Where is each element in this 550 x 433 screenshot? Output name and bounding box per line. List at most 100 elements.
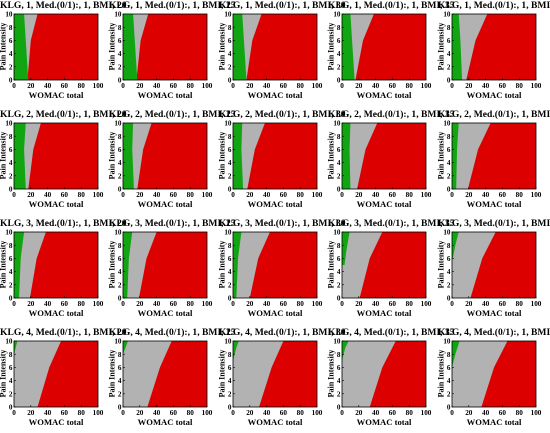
plot-frame — [13, 340, 99, 408]
x-tick-label: 40 — [153, 409, 161, 417]
x-tick-label: 0 — [231, 409, 235, 417]
x-tick-label: 80 — [78, 300, 86, 308]
y-tick-label: 4 — [337, 159, 341, 167]
y-tick-label: 2 — [228, 390, 232, 398]
plot-frame — [451, 122, 537, 190]
panel-title: KLG, 2, Med.(0/1):, 1, BMI, 35 — [328, 109, 455, 120]
x-tick-label: 40 — [44, 191, 52, 199]
y-tick-label: 6 — [228, 364, 232, 372]
x-tick-label: 40 — [372, 409, 380, 417]
x-tick-label: 80 — [406, 300, 414, 308]
plot-frame — [451, 231, 537, 299]
y-tick-label: 4 — [228, 268, 232, 276]
y-tick-label: 6 — [9, 255, 13, 263]
y-tick-label: 6 — [447, 255, 451, 263]
x-tick-label: 80 — [516, 409, 524, 417]
panel-title: KLG, 3, Med.(0/1):, 1, BMI, 20 — [0, 218, 127, 229]
chart-panel: KLG, 4, Med.(0/1):, 1, BMI, 30 Pain Inten… — [218, 327, 346, 433]
x-tick-label: 0 — [340, 300, 344, 308]
y-tick-label: 2 — [9, 281, 13, 289]
y-tick-label: 6 — [118, 364, 122, 372]
x-axis-label: WOMAC total — [466, 417, 522, 427]
x-tick-label: 40 — [263, 82, 271, 90]
y-tick-label: 10 — [443, 229, 451, 237]
y-tick-label: 8 — [228, 351, 232, 359]
y-tick-label: 0 — [337, 186, 341, 194]
x-tick-label: 0 — [12, 191, 16, 199]
plot-frame — [122, 13, 208, 81]
x-tick-label: 40 — [263, 409, 271, 417]
plot-frame — [232, 122, 318, 190]
y-tick-label: 0 — [9, 186, 13, 194]
y-tick-label: 6 — [228, 37, 232, 45]
panel-title: KLG, 1, Med.(0/1):, 1, BMI, 20 — [0, 0, 127, 11]
gray-region — [14, 341, 62, 407]
y-tick-label: 0 — [9, 77, 13, 85]
x-tick-label: 60 — [280, 191, 288, 199]
chart-panel: KLG, 1, Med.(0/1):, 1, BMI, 30 Pain Inten… — [218, 0, 346, 106]
x-tick-label: 0 — [340, 82, 344, 90]
plot-frame — [232, 13, 318, 81]
x-tick-label: 20 — [27, 409, 35, 417]
y-tick-label: 2 — [228, 63, 232, 71]
y-tick-label: 8 — [447, 242, 451, 250]
x-tick-label: 40 — [372, 191, 380, 199]
green-region — [123, 123, 134, 189]
x-tick-label: 40 — [153, 82, 161, 90]
green-region — [342, 14, 355, 80]
y-tick-label: 0 — [447, 404, 451, 412]
plot-frame — [341, 13, 427, 81]
green-region — [123, 341, 129, 407]
x-tick-label: 100 — [202, 82, 213, 90]
x-axis-label: WOMAC total — [356, 308, 412, 318]
y-tick-label: 10 — [333, 338, 341, 346]
x-axis-label: WOMAC total — [356, 90, 412, 100]
panel-title: KLG, 4, Med.(0/1):, 1, BMI, 40 — [438, 327, 550, 338]
x-tick-label: 60 — [61, 191, 69, 199]
y-tick-label: 4 — [447, 377, 451, 385]
green-region — [123, 14, 138, 80]
x-tick-label: 0 — [121, 191, 125, 199]
plot-frame — [13, 122, 99, 190]
y-tick-label: 10 — [114, 229, 122, 237]
panel-title: KLG, 1, Med.(0/1):, 1, BMI, 30 — [219, 0, 346, 11]
y-tick-label: 4 — [447, 159, 451, 167]
x-tick-label: 80 — [516, 82, 524, 90]
y-tick-label: 10 — [114, 120, 122, 128]
y-tick-label: 4 — [337, 268, 341, 276]
y-tick-label: 4 — [9, 159, 13, 167]
x-tick-label: 60 — [499, 82, 507, 90]
x-tick-label: 80 — [297, 300, 305, 308]
x-tick-label: 0 — [340, 191, 344, 199]
gray-region — [233, 232, 270, 298]
x-tick-label: 60 — [389, 82, 397, 90]
x-tick-label: 60 — [389, 300, 397, 308]
y-tick-label: 6 — [337, 364, 341, 372]
x-tick-label: 0 — [121, 300, 125, 308]
y-tick-label: 6 — [337, 255, 341, 263]
plot-frame — [13, 13, 99, 81]
x-axis-label: WOMAC total — [137, 308, 193, 318]
y-tick-label: 6 — [228, 255, 232, 263]
panel-title: KLG, 3, Med.(0/1):, 1, BMI, 25 — [109, 218, 236, 229]
x-tick-label: 60 — [61, 82, 69, 90]
chart-panel: KLG, 4, Med.(0/1):, 1, BMI, 25 Pain Inten… — [108, 327, 236, 433]
y-tick-label: 0 — [9, 404, 13, 412]
x-tick-label: 80 — [78, 191, 86, 199]
y-tick-label: 10 — [443, 120, 451, 128]
x-tick-label: 60 — [61, 409, 69, 417]
y-tick-label: 10 — [5, 120, 13, 128]
green-region — [233, 232, 242, 298]
plot-frame — [232, 231, 318, 299]
x-tick-label: 100 — [421, 409, 432, 417]
y-tick-label: 0 — [337, 77, 341, 85]
x-tick-label: 20 — [27, 300, 35, 308]
x-tick-label: 80 — [406, 82, 414, 90]
